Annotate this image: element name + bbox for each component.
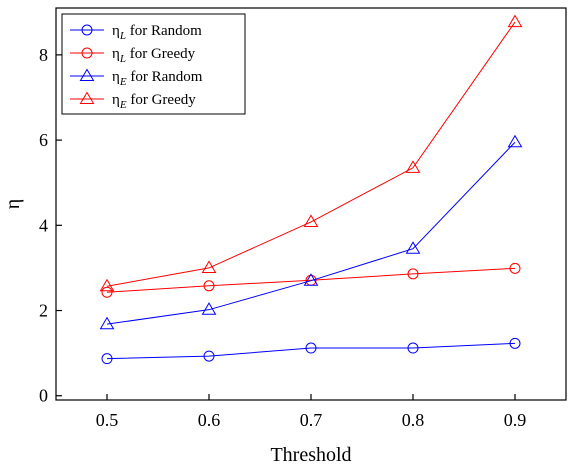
data-point	[101, 286, 113, 298]
axis-ticks: 0.5 0.6 0.7 0.8 0.9 0 2 4 6 8	[39, 45, 526, 430]
x-tick-label: 0.6	[198, 410, 221, 430]
data-point	[99, 316, 115, 330]
y-tick-label: 0	[39, 386, 48, 406]
data-point	[203, 350, 215, 362]
data-point	[405, 241, 421, 254]
data-point	[509, 337, 521, 349]
legend-label: ηE for Random	[112, 69, 203, 88]
data-point	[99, 278, 115, 292]
legend-marker	[79, 68, 95, 82]
legend-label: ηE for Greedy	[112, 92, 196, 111]
series-3	[99, 134, 523, 330]
legend-marker	[81, 24, 93, 36]
legend-entry: ηL for Random	[70, 23, 202, 42]
y-tick-label: 4	[39, 215, 48, 235]
series-line	[106, 21, 516, 287]
x-axis-label: Threshold	[270, 444, 351, 466]
legend-entry: ηL for Greedy	[70, 46, 196, 65]
data-point	[203, 280, 215, 292]
series-1	[101, 337, 521, 365]
y-tick-label: 8	[39, 45, 48, 65]
legend-marker	[81, 47, 93, 59]
data-point	[101, 353, 113, 365]
series-line	[106, 141, 516, 325]
y-axis-label: η	[2, 199, 24, 209]
series-4	[99, 14, 523, 292]
data-point	[509, 262, 521, 274]
data-point	[407, 268, 419, 280]
data-point	[305, 342, 317, 354]
data-point	[507, 14, 523, 28]
y-tick-label: 2	[39, 301, 48, 321]
legend-entry: ηE for Greedy	[70, 91, 196, 111]
legend-label: ηL for Greedy	[112, 46, 196, 65]
data-point	[201, 302, 217, 315]
legend-entry: ηE for Random	[70, 68, 203, 88]
legend-box	[61, 13, 246, 115]
data-point	[303, 214, 319, 227]
data-point	[405, 160, 421, 173]
legend-marker	[79, 91, 95, 105]
x-tick-label: 0.8	[402, 410, 425, 430]
x-tick-label: 0.5	[96, 410, 119, 430]
series-line	[106, 342, 516, 360]
x-tick-label: 0.7	[300, 410, 323, 430]
legend-label: ηL for Random	[112, 23, 202, 42]
x-tick-label: 0.9	[504, 410, 527, 430]
y-tick-label: 6	[39, 130, 48, 150]
legend: ηL for Random ηL for Greedy ηE for Random η…	[61, 13, 246, 115]
data-point	[303, 273, 319, 286]
series-layer	[99, 14, 523, 365]
data-point	[507, 134, 523, 148]
data-point	[201, 260, 217, 273]
data-point	[407, 342, 419, 354]
